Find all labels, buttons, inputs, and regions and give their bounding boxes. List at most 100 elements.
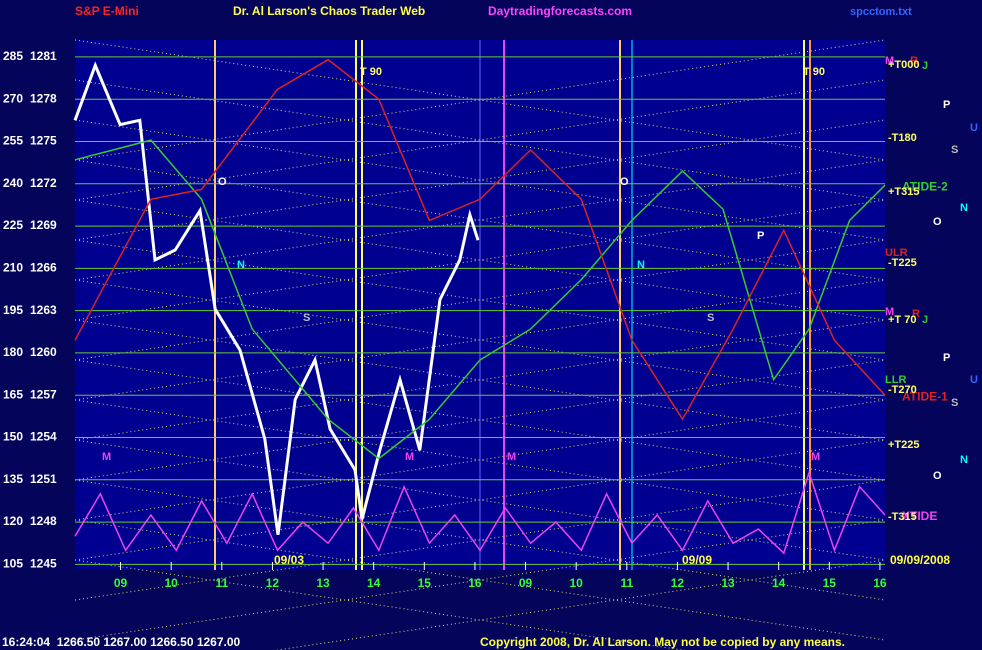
- decor-line: [74, 559, 686, 650]
- symbol: S&P E-Mini: [75, 4, 139, 18]
- decor-line: [74, 399, 886, 521]
- y2-tick-label: 135: [3, 472, 23, 486]
- decor-line: [74, 479, 886, 601]
- decor-line: [74, 239, 886, 361]
- decor-line: [74, 359, 886, 481]
- annotation: P: [943, 99, 950, 111]
- annotation: LLR: [885, 374, 906, 386]
- annotation: O: [620, 176, 629, 188]
- annotation: S: [303, 312, 310, 324]
- y2-tick-label: 165: [3, 387, 23, 401]
- x-tick-label: 10: [165, 576, 179, 590]
- annotation: -T315: [888, 511, 917, 523]
- annotation: +T 70: [888, 314, 916, 326]
- annotation: N: [637, 259, 645, 271]
- date-label: 09/03: [274, 553, 304, 567]
- annotation: M: [885, 55, 894, 67]
- y-tick-label: 1254: [30, 430, 57, 444]
- series-label: XTIDE: [902, 509, 937, 523]
- decor: [74, 39, 886, 650]
- y2-tick-label: 225: [3, 218, 23, 232]
- x-tick-label: 13: [316, 576, 330, 590]
- decor-line: [74, 39, 886, 161]
- x-tick-label: 10: [570, 576, 584, 590]
- chart-title: Dr. Al Larson's Chaos Trader Web: [233, 4, 425, 18]
- x-tick-label: 14: [772, 576, 786, 590]
- x-tick-label: 16: [873, 576, 887, 590]
- y-tick-label: 1269: [30, 218, 57, 232]
- annotation: U: [970, 122, 978, 134]
- y-tick-label: 1281: [30, 49, 57, 63]
- annotation: P: [757, 230, 764, 242]
- y-tick-label: 1266: [30, 261, 57, 275]
- x-tick-label: 14: [367, 576, 381, 590]
- y2-tick-label: 150: [3, 430, 23, 444]
- x-tick-label: 11: [215, 576, 228, 590]
- series-label: ATIDE-1: [902, 389, 948, 403]
- decor-line: [74, 319, 886, 441]
- y-tick-label: 1272: [30, 176, 57, 190]
- annotation: ULR: [885, 247, 908, 259]
- annotation: R: [910, 55, 918, 67]
- decor-line: [74, 519, 886, 641]
- annotation: S: [951, 144, 958, 156]
- y2-tick-label: 210: [3, 261, 23, 275]
- x-tick-label: 11: [620, 576, 633, 590]
- annotation: M: [507, 451, 516, 463]
- x-tick-label: 09: [519, 576, 533, 590]
- decor-line: [74, 439, 886, 561]
- website: Daytradingforecasts.com: [488, 4, 632, 18]
- end-date: 09/09/2008: [890, 553, 950, 567]
- y-tick-label: 1251: [30, 472, 57, 486]
- series-label: ATIDE-2: [902, 179, 948, 193]
- annotation: +T000: [888, 59, 920, 71]
- x-tick-label: 13: [721, 576, 735, 590]
- y2-tick-label: 120: [3, 514, 23, 528]
- annotation: U: [970, 374, 978, 386]
- y2-tick-label: 270: [3, 91, 23, 105]
- annotation: -T270: [888, 384, 917, 396]
- annotation: O: [933, 470, 942, 482]
- annotation: N: [237, 259, 245, 271]
- x-tick-label: 12: [671, 576, 685, 590]
- decor-line: [74, 119, 886, 241]
- annotation: T 90: [803, 66, 825, 78]
- date-label: 09/09: [682, 553, 712, 567]
- annotation: P: [943, 352, 950, 364]
- annotation: M: [885, 306, 894, 318]
- annotation: R: [912, 308, 920, 320]
- copyright: Copyright 2008, Dr. Al Larson. May not b…: [480, 635, 845, 649]
- annotation: J: [922, 60, 928, 72]
- y-tick-label: 1275: [30, 134, 57, 148]
- y-tick-label: 1260: [30, 345, 57, 359]
- decor-line: [74, 519, 886, 641]
- status: 16:24:04 1266.50 1267.00 1266.50 1267.00: [2, 635, 241, 649]
- y2-tick-label: 180: [3, 345, 23, 359]
- annotation: S: [707, 312, 714, 324]
- decor-line: [74, 79, 886, 201]
- decor-line: [74, 159, 886, 281]
- y-tick-label: 1278: [30, 91, 57, 105]
- file-name: spcctom.txt: [850, 6, 912, 18]
- y-tick-label: 1257: [30, 387, 57, 401]
- annotation: N: [960, 202, 968, 214]
- annotation: -T180: [888, 132, 917, 144]
- series-line: [74, 470, 886, 555]
- annotation: M: [405, 451, 414, 463]
- y-tick-label: 1245: [30, 557, 57, 571]
- annotation: N: [960, 454, 968, 466]
- y-tick-label: 1263: [30, 303, 57, 317]
- series-line: [73, 61, 480, 536]
- annotation: M: [811, 451, 820, 463]
- annotation: +T225: [888, 439, 920, 451]
- y2-tick-label: 195: [3, 303, 23, 317]
- x-tick-label: 16: [468, 576, 482, 590]
- series-line: [74, 58, 886, 421]
- annotation: T 90: [360, 66, 382, 78]
- decor-line: [74, 279, 886, 401]
- y-tick-label: 1248: [30, 514, 57, 528]
- x-tick-label: 15: [823, 576, 837, 590]
- annotation: S: [951, 397, 958, 409]
- x-tick-label: 12: [266, 576, 280, 590]
